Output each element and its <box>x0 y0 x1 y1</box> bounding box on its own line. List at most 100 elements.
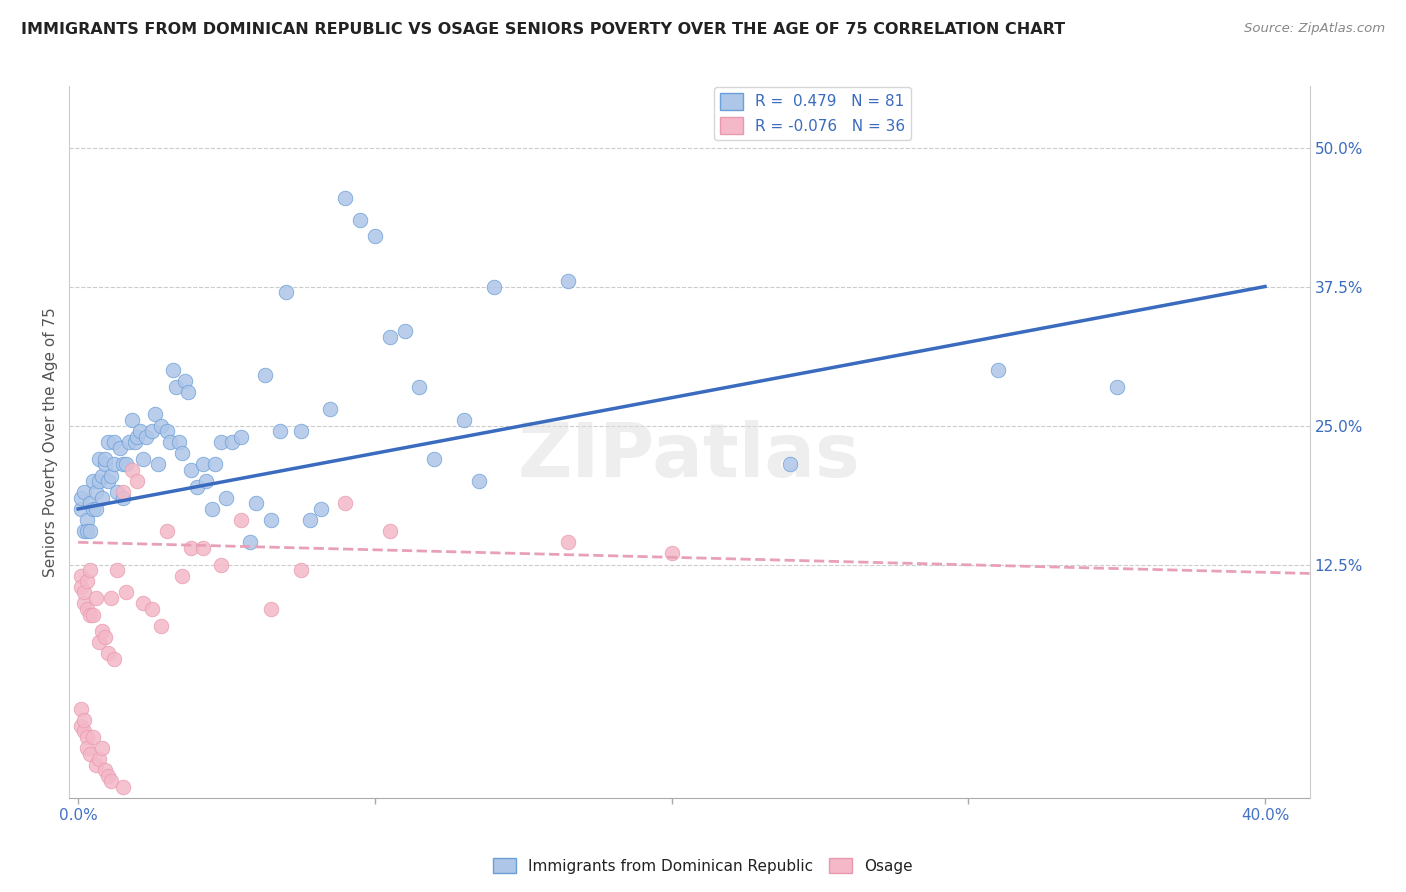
Point <box>76 513 98 527</box>
Point <box>87 451 110 466</box>
Point <box>114 585 136 599</box>
Point <box>73 713 96 727</box>
Point <box>467 474 489 488</box>
Point <box>209 435 232 450</box>
Point <box>84 502 107 516</box>
Point <box>70 719 93 733</box>
Point <box>84 485 107 500</box>
Point <box>231 430 253 444</box>
Point <box>394 324 416 338</box>
Point <box>231 513 253 527</box>
Point <box>73 585 96 599</box>
Point <box>150 618 173 632</box>
Point <box>105 485 128 500</box>
Point <box>319 401 342 416</box>
Point <box>201 502 224 516</box>
Point <box>97 474 120 488</box>
Point <box>82 607 104 622</box>
Point <box>108 441 131 455</box>
Point <box>987 363 1010 377</box>
Point <box>311 502 333 516</box>
Point <box>127 430 149 444</box>
Point <box>84 757 107 772</box>
Legend: Immigrants from Dominican Republic, Osage: Immigrants from Dominican Republic, Osag… <box>488 852 918 880</box>
Point <box>87 474 110 488</box>
Point <box>254 368 277 383</box>
Point <box>79 747 101 761</box>
Point <box>84 591 107 605</box>
Point <box>82 474 104 488</box>
Legend: R =  0.479   N = 81, R = -0.076   N = 36: R = 0.479 N = 81, R = -0.076 N = 36 <box>714 87 911 140</box>
Point <box>103 652 125 666</box>
Point <box>103 458 125 472</box>
Point <box>79 607 101 622</box>
Point <box>90 624 112 639</box>
Point <box>94 451 117 466</box>
Point <box>70 491 93 505</box>
Point <box>1105 379 1128 393</box>
Point <box>209 558 232 572</box>
Point <box>70 580 93 594</box>
Point <box>70 702 93 716</box>
Point <box>661 546 683 560</box>
Point <box>378 524 401 538</box>
Point <box>117 435 139 450</box>
Point <box>111 491 134 505</box>
Y-axis label: Seniors Poverty Over the Age of 75: Seniors Poverty Over the Age of 75 <box>44 308 58 577</box>
Point <box>170 568 193 582</box>
Point <box>260 602 283 616</box>
Point <box>132 597 155 611</box>
Point <box>94 764 117 778</box>
Point <box>76 602 98 616</box>
Point <box>378 329 401 343</box>
Point <box>453 413 475 427</box>
Point <box>557 535 579 549</box>
Point <box>186 480 208 494</box>
Point <box>121 413 143 427</box>
Point <box>100 774 122 789</box>
Point <box>557 274 579 288</box>
Point <box>70 568 93 582</box>
Point <box>76 741 98 756</box>
Point <box>111 485 134 500</box>
Point <box>408 379 430 393</box>
Point <box>290 563 312 577</box>
Point <box>105 563 128 577</box>
Point <box>79 496 101 510</box>
Point <box>298 513 321 527</box>
Point <box>290 424 312 438</box>
Point <box>156 524 179 538</box>
Point <box>90 741 112 756</box>
Point <box>335 190 357 204</box>
Point <box>111 780 134 794</box>
Point <box>111 458 134 472</box>
Point <box>165 379 187 393</box>
Point <box>274 285 297 299</box>
Point <box>141 424 163 438</box>
Point <box>90 468 112 483</box>
Point <box>269 424 291 438</box>
Point <box>79 563 101 577</box>
Point <box>194 474 217 488</box>
Point <box>177 385 200 400</box>
Point <box>335 496 357 510</box>
Point <box>103 435 125 450</box>
Point <box>97 769 120 783</box>
Point <box>94 458 117 472</box>
Point <box>204 458 226 472</box>
Point <box>260 513 283 527</box>
Point <box>129 424 152 438</box>
Point <box>180 463 202 477</box>
Point <box>167 435 190 450</box>
Point <box>94 630 117 644</box>
Point <box>245 496 267 510</box>
Point <box>100 591 122 605</box>
Point <box>141 602 163 616</box>
Point <box>73 485 96 500</box>
Point <box>87 635 110 649</box>
Point <box>191 541 214 555</box>
Point <box>215 491 238 505</box>
Point <box>87 752 110 766</box>
Point <box>180 541 202 555</box>
Text: IMMIGRANTS FROM DOMINICAN REPUBLIC VS OSAGE SENIORS POVERTY OVER THE AGE OF 75 C: IMMIGRANTS FROM DOMINICAN REPUBLIC VS OS… <box>21 22 1066 37</box>
